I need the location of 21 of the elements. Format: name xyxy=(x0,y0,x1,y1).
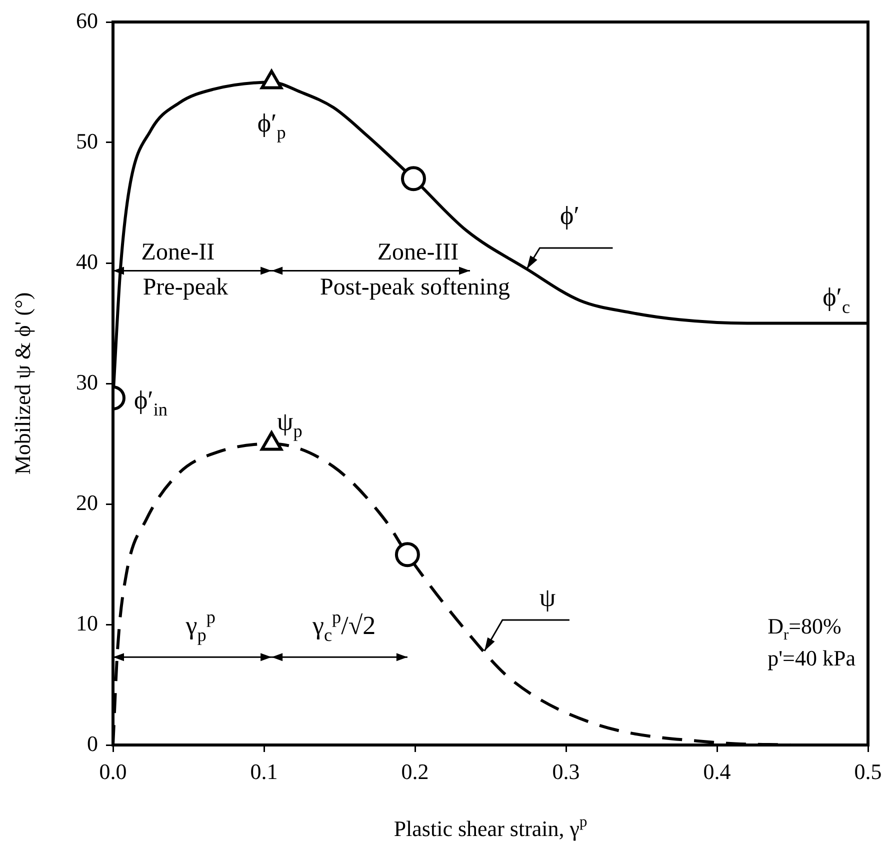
x-tick-label: 0.0 xyxy=(99,758,127,784)
y-tick-label: 0 xyxy=(87,730,98,756)
annotation: Pre-peak xyxy=(142,274,228,300)
x-tick-label: 0.2 xyxy=(401,758,429,784)
y-tick-label: 10 xyxy=(76,610,98,636)
y-tick-label: 40 xyxy=(76,248,98,274)
y-tick-label: 50 xyxy=(76,128,98,154)
x-tick-label: 0.4 xyxy=(703,758,731,784)
x-tick-label: 0.1 xyxy=(250,758,278,784)
annotation: Zone-III xyxy=(377,240,459,266)
y-tick-label: 20 xyxy=(76,490,98,515)
y-tick-label: 60 xyxy=(76,8,98,33)
annotation: Post-peak softening xyxy=(320,274,510,300)
annotation: p'=40 kPa xyxy=(768,645,856,670)
annotation: ϕ′ xyxy=(560,200,580,230)
y-tick-label: 30 xyxy=(76,369,98,394)
y-axis-title: Mobilized ψ & ϕ' (°) xyxy=(10,292,35,475)
annotation: Zone-II xyxy=(141,240,215,266)
x-tick-label: 0.5 xyxy=(854,758,882,784)
x-tick-label: 0.3 xyxy=(552,758,580,784)
annotation: ψ xyxy=(539,582,556,612)
